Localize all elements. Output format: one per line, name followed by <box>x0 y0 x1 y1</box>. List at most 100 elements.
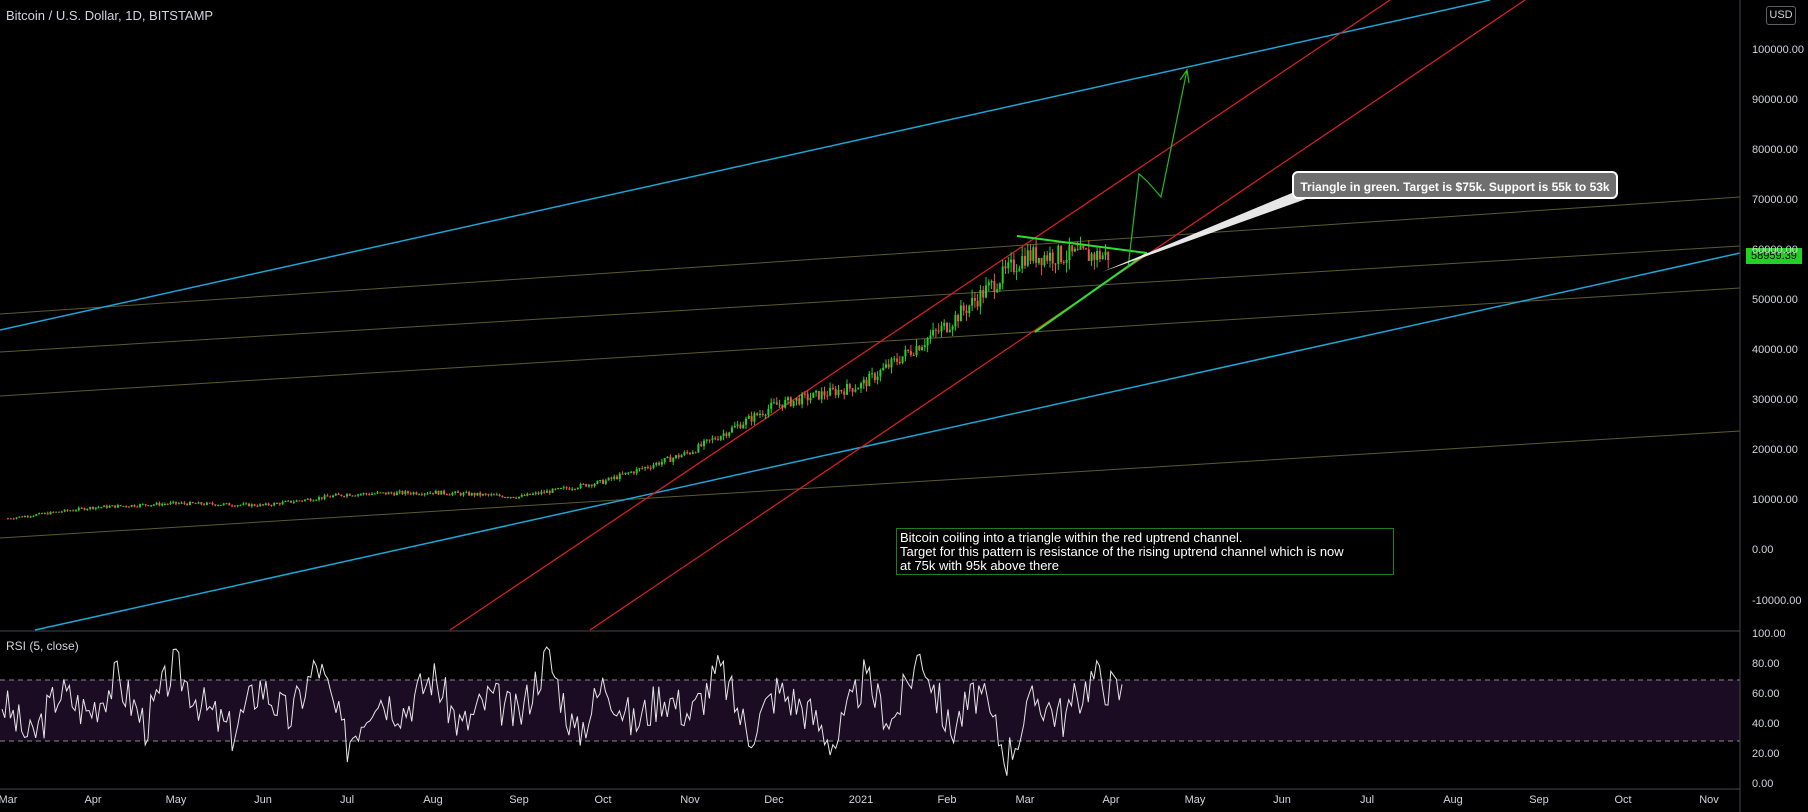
candle-body <box>806 393 809 401</box>
candle-body <box>571 488 574 490</box>
blue-lower-line <box>34 252 1741 631</box>
price-tick: -10000.00 <box>1752 595 1802 607</box>
candle-body <box>470 493 473 496</box>
candle-body <box>262 504 264 506</box>
candle-body <box>731 427 733 433</box>
candle-body <box>602 480 604 484</box>
candle-body <box>1062 262 1065 263</box>
candle-body <box>652 465 655 468</box>
candle-body <box>658 462 661 465</box>
candle-body <box>125 505 128 507</box>
price-tick: 50000.00 <box>1752 294 1798 306</box>
candle-body <box>49 511 52 515</box>
candle-body <box>574 488 576 490</box>
candle-body <box>588 484 590 487</box>
candle-body <box>621 473 624 475</box>
candle-body <box>745 418 747 425</box>
candle-body <box>334 494 337 496</box>
candle-body <box>546 490 548 493</box>
candle-body <box>907 349 910 351</box>
candle-body <box>959 305 962 322</box>
candle-body <box>343 496 346 497</box>
analysis-note[interactable]: Bitcoin coiling into a triangle within t… <box>896 528 1394 575</box>
candle-body <box>921 347 923 351</box>
time-tick: Mar <box>1015 794 1035 806</box>
candle-body <box>484 493 487 495</box>
candle-body <box>256 505 259 507</box>
candle-body <box>12 518 15 520</box>
candle-body <box>29 516 32 518</box>
candle-body <box>103 505 106 508</box>
candle-body <box>371 493 373 495</box>
candle-body <box>189 502 191 505</box>
candle-body <box>77 507 80 511</box>
candle-body <box>848 384 851 389</box>
candle-body <box>1096 250 1099 260</box>
callout-pointer <box>1102 193 1306 272</box>
candle-body <box>476 492 479 496</box>
candle-body <box>979 290 982 307</box>
candle-body <box>83 508 86 510</box>
candle-body <box>722 433 725 437</box>
time-tick: 2021 <box>848 794 874 806</box>
candle-body <box>440 490 443 495</box>
candle-body <box>1054 263 1057 265</box>
candle-body <box>306 498 309 500</box>
candle-body <box>128 506 130 508</box>
candle-body <box>1043 255 1046 266</box>
candle-body <box>882 367 885 371</box>
candle-body <box>451 493 454 495</box>
candle-body <box>898 361 901 364</box>
candle-body <box>518 496 520 499</box>
candle-body <box>1012 259 1015 272</box>
triangle-callout[interactable]: Triangle in green. Target is $75k. Suppo… <box>1292 171 1618 199</box>
candle-body <box>1032 247 1035 261</box>
candle-body <box>829 387 832 396</box>
candle-body <box>122 505 125 507</box>
candle-body <box>292 501 295 503</box>
candle-body <box>860 383 862 389</box>
candle-body <box>384 492 387 495</box>
candle-body <box>359 494 362 496</box>
candle-body <box>191 502 194 504</box>
candle-body <box>323 495 326 499</box>
candle-body <box>1073 248 1076 252</box>
candle-body <box>63 509 66 512</box>
candle-body <box>815 391 818 393</box>
candle-body <box>21 516 24 518</box>
candle-body <box>1068 245 1071 260</box>
candle-body <box>18 516 21 518</box>
rsi-line <box>1 646 1123 776</box>
candle-body <box>982 290 985 298</box>
rsi-indicator-label[interactable]: RSI (5, close) <box>6 639 79 653</box>
candle-body <box>666 456 669 458</box>
candle-body <box>901 356 904 363</box>
candle-body <box>823 391 826 396</box>
price-tick: 10000.00 <box>1752 494 1798 506</box>
candle-body <box>708 439 711 441</box>
candle-body <box>957 315 960 322</box>
candle-body <box>680 455 683 458</box>
candle-body <box>1087 249 1090 261</box>
candle-body <box>401 491 404 495</box>
candle-body <box>368 494 371 495</box>
candle-body <box>326 495 329 497</box>
candle-body <box>100 507 103 508</box>
candle-body <box>465 492 468 494</box>
candle-body <box>423 493 426 495</box>
candle-body <box>756 413 759 416</box>
candle-body <box>1001 266 1004 284</box>
candle-body <box>24 516 26 518</box>
candle-body <box>150 505 153 507</box>
candle-body <box>175 501 177 504</box>
candle-body <box>1037 258 1040 263</box>
candle-body <box>276 503 278 504</box>
candle-body <box>965 310 968 313</box>
candle-body <box>222 503 225 505</box>
currency-button[interactable]: USD <box>1766 6 1796 25</box>
candle-body <box>641 468 644 470</box>
time-tick: Nov <box>680 794 700 806</box>
candle-body <box>437 490 440 495</box>
candle-body <box>560 488 562 489</box>
